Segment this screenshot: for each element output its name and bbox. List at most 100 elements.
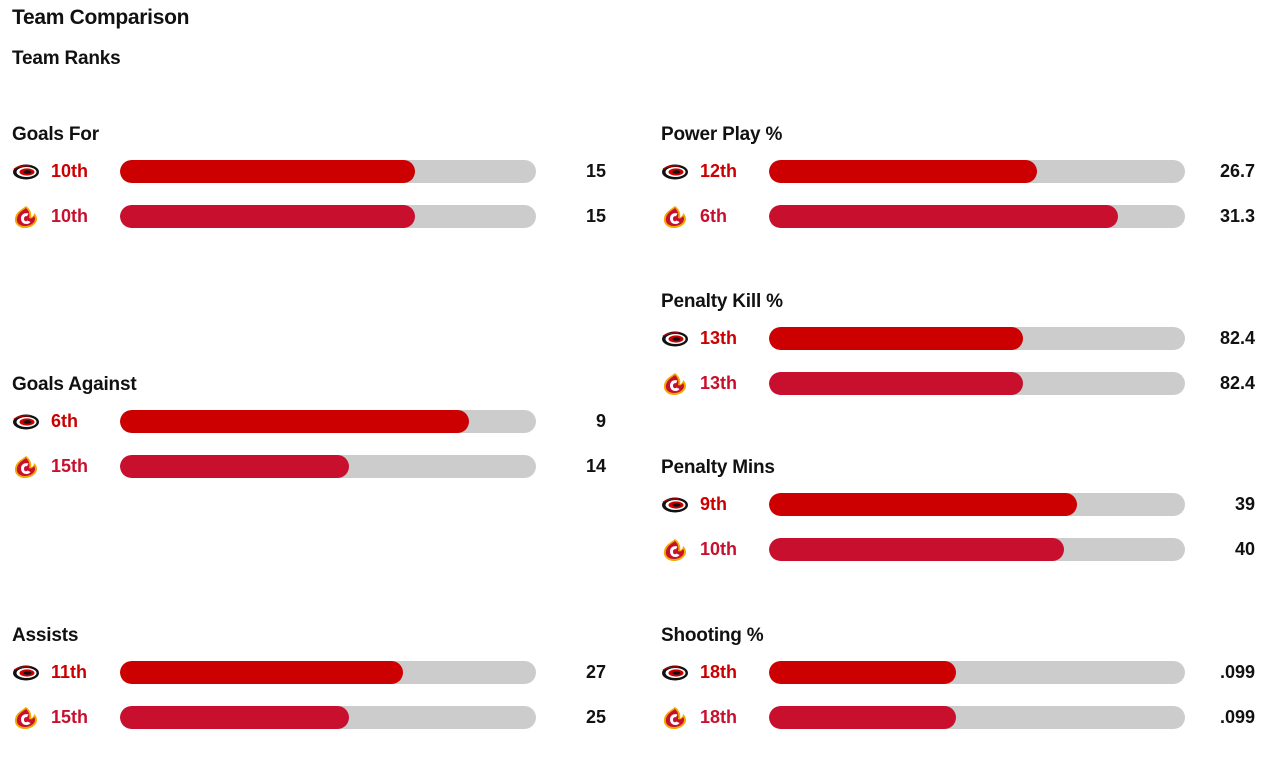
stat-block-assists: Assists 11th 27 15th 25 <box>12 625 612 749</box>
rank-bar-fill <box>769 493 1077 516</box>
rank-bar-track <box>769 538 1185 561</box>
rank-bar-track <box>120 410 536 433</box>
flames-row: 10th 40 <box>661 538 1261 562</box>
rank-label: 10th <box>51 206 89 226</box>
rank-bar-fill <box>769 706 957 729</box>
stat-value: 31.3 <box>1219 206 1255 226</box>
rank-bar-fill <box>120 205 416 228</box>
stat-value: 9 <box>595 411 606 431</box>
hurricanes-logo-icon <box>661 493 689 517</box>
flames-logo-icon <box>12 455 40 479</box>
flames-logo-icon <box>661 372 689 396</box>
flames-logo-icon <box>661 706 689 730</box>
section-title: Team Ranks <box>12 48 121 69</box>
rank-bar-fill <box>120 455 349 478</box>
hurricanes-logo-icon <box>661 160 689 184</box>
rank-bar-track <box>120 205 536 228</box>
hurricanes-logo-icon <box>661 661 689 685</box>
rank-bar-fill <box>769 160 1038 183</box>
rank-bar-fill <box>769 372 1023 395</box>
flames-logo-icon <box>661 205 689 229</box>
rank-bar-track <box>769 706 1185 729</box>
stat-block-penalty-mins: Penalty Mins 9th 39 10th 40 <box>661 457 1261 581</box>
rank-bar-track <box>769 160 1185 183</box>
stat-title: Power Play % <box>661 124 783 145</box>
flames-logo-icon <box>661 538 689 562</box>
hurricanes-logo-icon <box>12 160 40 184</box>
rank-label: 15th <box>51 707 89 727</box>
rank-label: 11th <box>51 662 88 682</box>
flames-logo-icon <box>12 205 40 229</box>
stat-value: 40 <box>1234 539 1255 559</box>
stat-title: Penalty Kill % <box>661 291 783 312</box>
stat-value: 15 <box>585 206 606 226</box>
rank-bar-fill <box>120 706 349 729</box>
rank-bar-fill <box>769 538 1065 561</box>
hurricanes-row: 13th 82.4 <box>661 327 1261 351</box>
stat-block-penalty-kill: Penalty Kill % 13th 82.4 13th 82.4 <box>661 291 1261 415</box>
rank-label: 18th <box>700 662 738 682</box>
stat-title: Assists <box>12 625 79 646</box>
rank-bar-track <box>120 455 536 478</box>
hurricanes-row: 6th 9 <box>12 410 612 434</box>
flames-row: 10th 15 <box>12 205 612 229</box>
rank-label: 9th <box>700 494 727 514</box>
flames-row: 13th 82.4 <box>661 372 1261 396</box>
stat-title: Goals For <box>12 124 99 145</box>
rank-label: 12th <box>700 161 738 181</box>
flames-logo-icon <box>12 706 40 730</box>
rank-bar-fill <box>120 661 403 684</box>
rank-bar-fill <box>120 410 470 433</box>
stat-block-goals-against: Goals Against 6th 9 15th 14 <box>12 374 612 498</box>
flames-row: 6th 31.3 <box>661 205 1261 229</box>
stat-value: .099 <box>1219 707 1255 727</box>
stat-block-goals-for: Goals For 10th 15 10th 15 <box>12 124 612 248</box>
page-title: Team Comparison <box>12 6 190 29</box>
rank-label: 10th <box>700 539 738 559</box>
rank-bar-fill <box>769 327 1023 350</box>
stat-value: 27 <box>585 662 606 682</box>
stat-value: 14 <box>585 456 606 476</box>
stat-block-power-play: Power Play % 12th 26.7 6th 31.3 <box>661 124 1261 248</box>
flames-row: 15th 14 <box>12 455 612 479</box>
rank-label: 13th <box>700 373 738 393</box>
stat-title: Penalty Mins <box>661 457 775 478</box>
rank-label: 6th <box>51 411 78 431</box>
rank-label: 10th <box>51 161 89 181</box>
rank-bar-track <box>769 327 1185 350</box>
hurricanes-logo-icon <box>12 410 40 434</box>
rank-bar-fill <box>120 160 416 183</box>
rank-bar-track <box>120 160 536 183</box>
rank-label: 15th <box>51 456 89 476</box>
stat-title: Shooting % <box>661 625 764 646</box>
rank-bar-track <box>769 372 1185 395</box>
stat-block-shooting: Shooting % 18th .099 18th .099 <box>661 625 1261 749</box>
hurricanes-logo-icon <box>12 661 40 685</box>
stat-value: 82.4 <box>1219 328 1255 348</box>
rank-label: 6th <box>700 206 727 226</box>
hurricanes-logo-icon <box>661 327 689 351</box>
stat-value: 15 <box>585 161 606 181</box>
hurricanes-row: 11th 27 <box>12 661 612 685</box>
hurricanes-row: 9th 39 <box>661 493 1261 517</box>
hurricanes-row: 10th 15 <box>12 160 612 184</box>
stat-value: 39 <box>1234 494 1255 514</box>
stat-value: 25 <box>585 707 606 727</box>
rank-bar-track <box>120 661 536 684</box>
rank-label: 13th <box>700 328 738 348</box>
stat-value: .099 <box>1219 662 1255 682</box>
rank-bar-fill <box>769 661 957 684</box>
rank-bar-track <box>769 205 1185 228</box>
stat-value: 82.4 <box>1219 373 1255 393</box>
stat-title: Goals Against <box>12 374 137 395</box>
rank-bar-track <box>120 706 536 729</box>
rank-bar-track <box>769 493 1185 516</box>
hurricanes-row: 12th 26.7 <box>661 160 1261 184</box>
stat-value: 26.7 <box>1219 161 1255 181</box>
flames-row: 15th 25 <box>12 706 612 730</box>
rank-bar-fill <box>769 205 1119 228</box>
hurricanes-row: 18th .099 <box>661 661 1261 685</box>
rank-label: 18th <box>700 707 738 727</box>
rank-bar-track <box>769 661 1185 684</box>
flames-row: 18th .099 <box>661 706 1261 730</box>
